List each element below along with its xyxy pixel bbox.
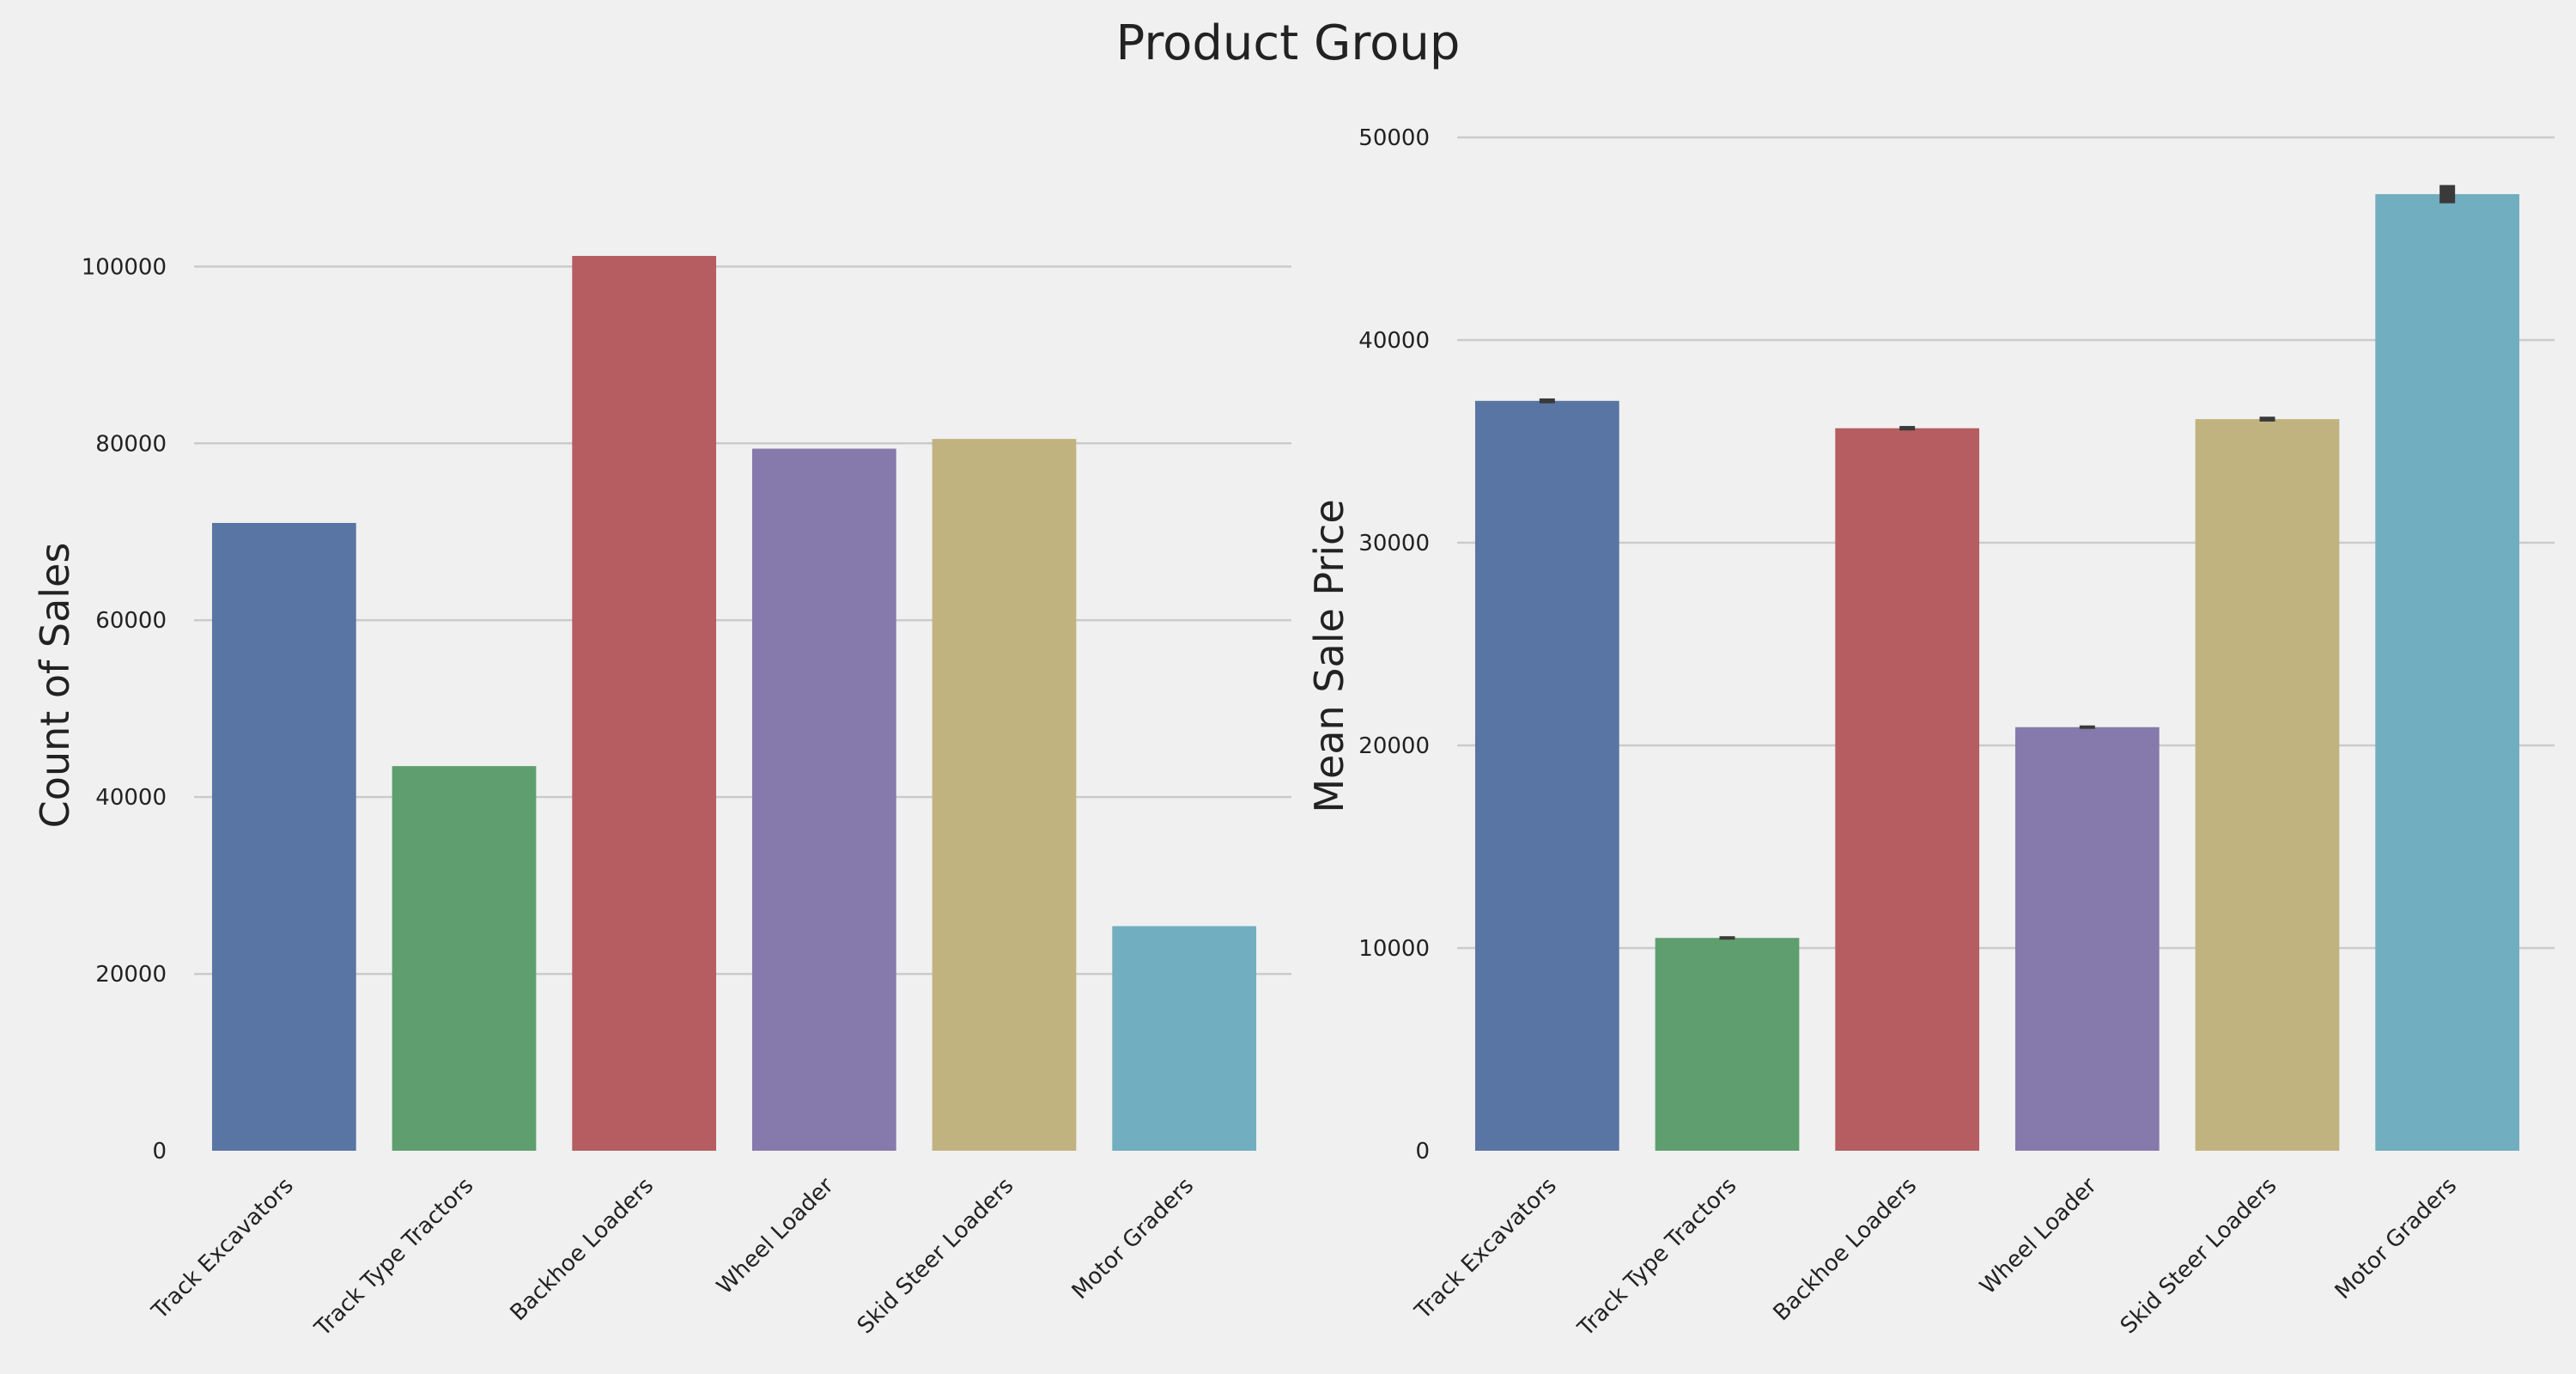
error-bar: [1719, 936, 1735, 940]
bar-skid-steer-loaders: [2195, 419, 2340, 1151]
bar-track-type-tractors: [392, 766, 537, 1151]
bar-wheel-loader: [751, 448, 896, 1151]
y-tick-label: 20000: [1358, 733, 1430, 759]
bar-track-type-tractors: [1655, 938, 1800, 1151]
bar-skid-steer-loaders: [932, 439, 1077, 1151]
x-tick-label: Skid Steer Loaders: [853, 1173, 1019, 1340]
x-tick-label: Skid Steer Loaders: [2116, 1173, 2282, 1340]
y-tick-label: 80000: [95, 431, 167, 457]
x-tick-label: Wheel Loader: [712, 1173, 839, 1300]
bar-track-excavators: [211, 522, 356, 1151]
bar-backhoe-loaders: [1835, 428, 1980, 1151]
x-tick-label: Track Type Tractors: [1572, 1173, 1741, 1342]
y-tick-label: 40000: [95, 785, 167, 811]
bar-motor-graders: [2375, 194, 2520, 1152]
error-bar: [1899, 426, 1916, 431]
bar-wheel-loader: [2014, 727, 2160, 1151]
y-tick-label: 20000: [95, 962, 167, 988]
y-tick-label: 0: [1415, 1139, 1430, 1164]
figure-title: Product Group: [1115, 15, 1461, 71]
subplot-1: 0 20000 40000 60000 80000 100000 Count of Sale…: [32, 254, 1291, 1342]
y-tick-label: 0: [152, 1139, 167, 1164]
x-tick-label: Motor Graders: [2330, 1173, 2462, 1304]
bar-motor-graders: [1112, 926, 1257, 1151]
error-bar: [2439, 185, 2456, 204]
y-tick-label: 40000: [1358, 328, 1430, 354]
y-tick-label: 60000: [95, 608, 167, 634]
x-tick-label: Backhoe Loaders: [506, 1173, 659, 1326]
y-tick-label: 50000: [1358, 125, 1430, 151]
bar-backhoe-loaders: [572, 256, 717, 1152]
y-tick-label: 30000: [1358, 531, 1430, 556]
x-tick-label: Motor Graders: [1067, 1173, 1199, 1304]
y-tick-label: 10000: [1358, 936, 1430, 962]
x-tick-label: Track Excavators: [147, 1173, 299, 1325]
error-bar: [2079, 725, 2095, 729]
y-axis-label: Count of Sales: [32, 543, 78, 829]
y-axis-label: Mean Sale Price: [1306, 499, 1352, 812]
x-tick-label: Backhoe Loaders: [1769, 1173, 1922, 1326]
error-bar: [1539, 398, 1555, 404]
x-tick-label: Track Excavators: [1410, 1173, 1562, 1325]
error-bar: [2259, 416, 2275, 422]
bar-track-excavators: [1474, 400, 1619, 1151]
x-tick-label: Track Type Tractors: [309, 1173, 478, 1342]
y-tick-label: 100000: [82, 254, 167, 280]
subplot-2: 0 10000 20000 30000 40000 50000 Mean Sale Pric…: [1306, 125, 2555, 1342]
x-tick-label: Wheel Loader: [1975, 1173, 2102, 1300]
